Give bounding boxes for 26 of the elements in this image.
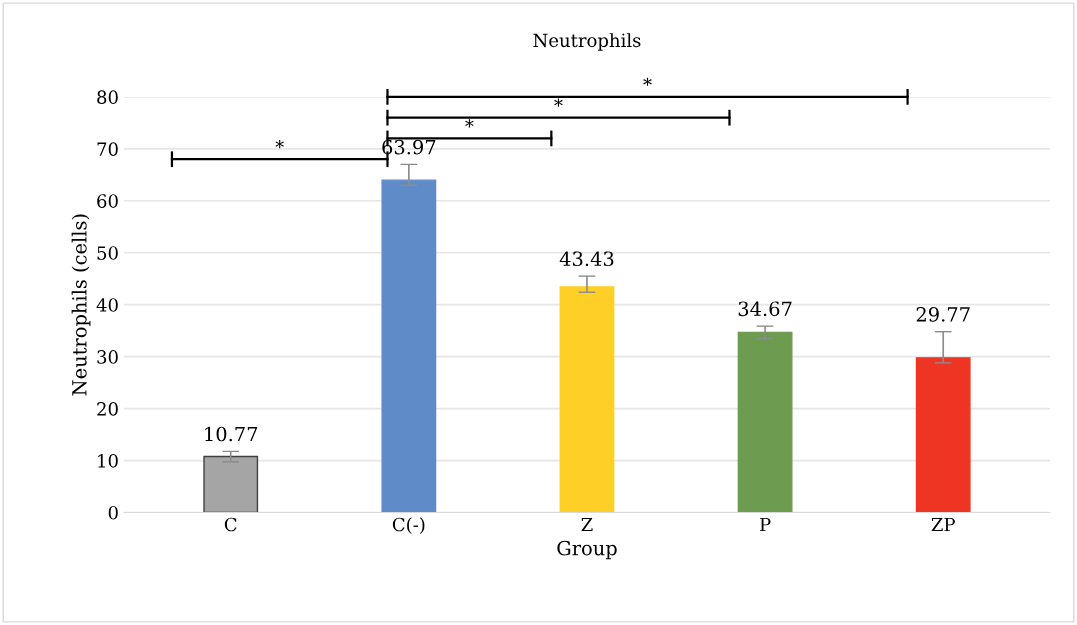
y-tick-label: 50 (97, 246, 118, 260)
text: * (643, 77, 652, 86)
annotation: * (465, 119, 474, 128)
annotation: * (275, 139, 284, 149)
annotation: * (554, 98, 563, 107)
y-tick-label: 30 (97, 350, 118, 364)
x-tick-label: C(-) (392, 517, 425, 534)
data-label: 29.77 (916, 306, 970, 322)
y-tick-label: 60 (97, 194, 118, 208)
x-tick-label: ZP (931, 517, 955, 532)
x-tick-label: P (760, 517, 771, 532)
y-tick-label: 80 (97, 90, 118, 104)
x-tick-label: C (224, 517, 237, 532)
data-label: 43.43 (559, 251, 614, 267)
y-tick-label: 0 (108, 505, 118, 520)
y-tick-label: 70 (97, 142, 118, 156)
x-axis-title: Group (557, 540, 617, 560)
y-tick-label: 10 (98, 454, 118, 468)
y-axis-title: Neutrophils (cells) (71, 214, 91, 396)
chart-title: Neutrophils (533, 33, 641, 51)
data-label: 63.97 (382, 139, 436, 155)
y-tick-label: 40 (96, 298, 118, 312)
data-label: 34.67 (738, 301, 792, 317)
y-tick-label: 20 (97, 402, 118, 416)
data-label: 10.77 (205, 426, 258, 442)
x-tick-label: Z (581, 517, 593, 532)
